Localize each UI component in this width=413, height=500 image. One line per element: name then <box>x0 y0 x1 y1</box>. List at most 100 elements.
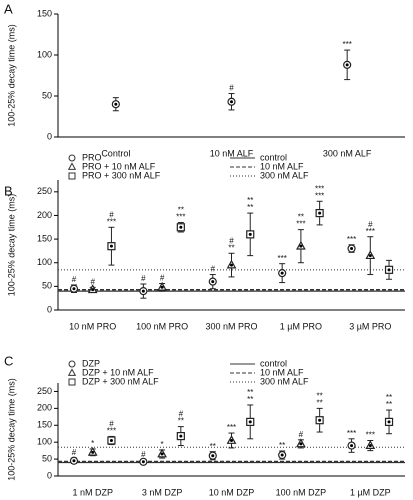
mean-dot <box>230 438 233 442</box>
significance-label: ** <box>279 441 285 450</box>
mean-dot <box>299 244 303 248</box>
mean-dot <box>345 63 349 67</box>
significance-label: ** <box>247 196 253 205</box>
significance-label: ** <box>178 206 184 215</box>
significance-label: ** <box>386 393 392 402</box>
y-tick-label: 50 <box>42 90 52 100</box>
significance-label: *** <box>315 191 324 200</box>
significance-label: ** <box>317 398 323 407</box>
y-axis-label: 100-25% decay time (ms) <box>6 378 16 481</box>
mean-dot <box>141 460 145 464</box>
mean-dot <box>280 271 284 275</box>
x-tick-label: 100 nM PRO <box>136 321 188 331</box>
x-tick-label: 1 µM PRO <box>280 321 322 331</box>
mean-dot <box>211 454 215 458</box>
legend-marker <box>68 172 76 180</box>
significance-label: # <box>229 84 234 93</box>
mean-dot <box>109 438 113 442</box>
x-tick-label: 1 µM DZP <box>350 487 391 497</box>
x-tick-label: Control <box>101 148 130 158</box>
legend-label: PRO + 10 nM ALF <box>82 161 156 171</box>
significance-label: # <box>72 448 77 457</box>
y-tick-label: 50 <box>42 281 52 291</box>
legend-marker <box>68 360 76 368</box>
y-tick-label: 50 <box>42 453 52 463</box>
significance-label: ** <box>317 391 323 400</box>
y-tick-label: 200 <box>37 210 52 220</box>
y-tick-label: 0 <box>47 304 52 314</box>
y-tick-label: 250 <box>37 186 52 196</box>
mean-dot <box>350 444 354 448</box>
mean-dot <box>211 280 215 284</box>
legend-label: PRO + 300 nM ALF <box>82 170 161 180</box>
mean-dot <box>72 287 76 291</box>
mean-dot <box>318 418 322 422</box>
mean-dot <box>299 442 303 446</box>
x-tick-label: 300 nM PRO <box>205 321 257 331</box>
significance-label: # <box>160 274 165 283</box>
y-tick-label: 150 <box>37 420 52 430</box>
significance-label: ** <box>247 388 253 397</box>
significance-label: *** <box>347 235 356 244</box>
y-tick-label: 100 <box>37 437 52 447</box>
significance-label: ** <box>247 395 253 404</box>
y-tick-label: 250 <box>37 386 52 396</box>
significance-label: # <box>141 274 146 283</box>
x-tick-label: 100 nM DZP <box>276 487 327 497</box>
significance-label: ** <box>228 243 234 252</box>
significance-label: *** <box>347 429 356 438</box>
significance-label: # <box>109 420 114 429</box>
mean-dot <box>160 285 164 289</box>
legend-label: DZP <box>82 358 100 368</box>
legend-label: 10 nM ALF <box>260 367 304 377</box>
mean-dot <box>160 452 164 456</box>
significance-label: # <box>299 430 304 439</box>
mean-dot <box>368 254 372 258</box>
significance-label: *** <box>366 227 375 236</box>
mean-dot <box>350 247 354 251</box>
significance-label: # <box>229 236 234 245</box>
mean-dot <box>72 459 76 463</box>
significance-label: ** <box>178 417 184 426</box>
y-axis-label: 100-25% decay time (ms) <box>6 24 16 127</box>
x-tick-label: 10 nM DZP <box>209 487 255 497</box>
y-tick-label: 200 <box>37 403 52 413</box>
significance-label: *** <box>107 217 116 226</box>
significance-label: *** <box>277 254 286 263</box>
significance-label: # <box>368 220 373 229</box>
mean-dot <box>230 100 233 104</box>
mean-dot <box>230 263 233 267</box>
legend-label: DZP + 300 nM ALF <box>82 376 159 386</box>
mean-dot <box>179 225 183 229</box>
y-tick-label: 150 <box>37 233 52 243</box>
mean-dot <box>387 268 391 272</box>
mean-dot <box>179 434 183 438</box>
panel-label: A <box>4 1 13 16</box>
x-tick-label: 3 nM DZP <box>142 487 183 497</box>
significance-label: *** <box>176 213 185 222</box>
mean-dot <box>387 420 391 424</box>
panel-label: C <box>4 353 13 368</box>
mean-dot <box>248 420 252 424</box>
significance-label: # <box>141 450 146 459</box>
mean-dot <box>318 211 322 215</box>
significance-label: ** <box>386 400 392 409</box>
y-tick-label: 0 <box>47 470 52 480</box>
x-tick-label: 10 nM PRO <box>69 321 116 331</box>
legend-label: PRO <box>82 152 102 162</box>
panel-label: B <box>4 183 13 198</box>
legend-label: 10 nM ALF <box>260 161 304 171</box>
significance-label: *** <box>227 423 236 432</box>
x-tick-label: 3 µM PRO <box>349 321 391 331</box>
significance-label: ** <box>298 213 304 222</box>
y-tick-label: 100 <box>37 257 52 267</box>
y-tick-label: 150 <box>37 8 52 18</box>
significance-label: *** <box>342 40 351 49</box>
y-axis-label: 100-25% decay time (ms) <box>6 194 16 297</box>
significance-label: ** <box>247 203 253 212</box>
legend-marker <box>67 368 77 376</box>
legend-label: 300 nM ALF <box>260 170 309 180</box>
significance-label: * <box>91 439 94 448</box>
x-tick-label: 300 nM ALF <box>323 148 372 158</box>
